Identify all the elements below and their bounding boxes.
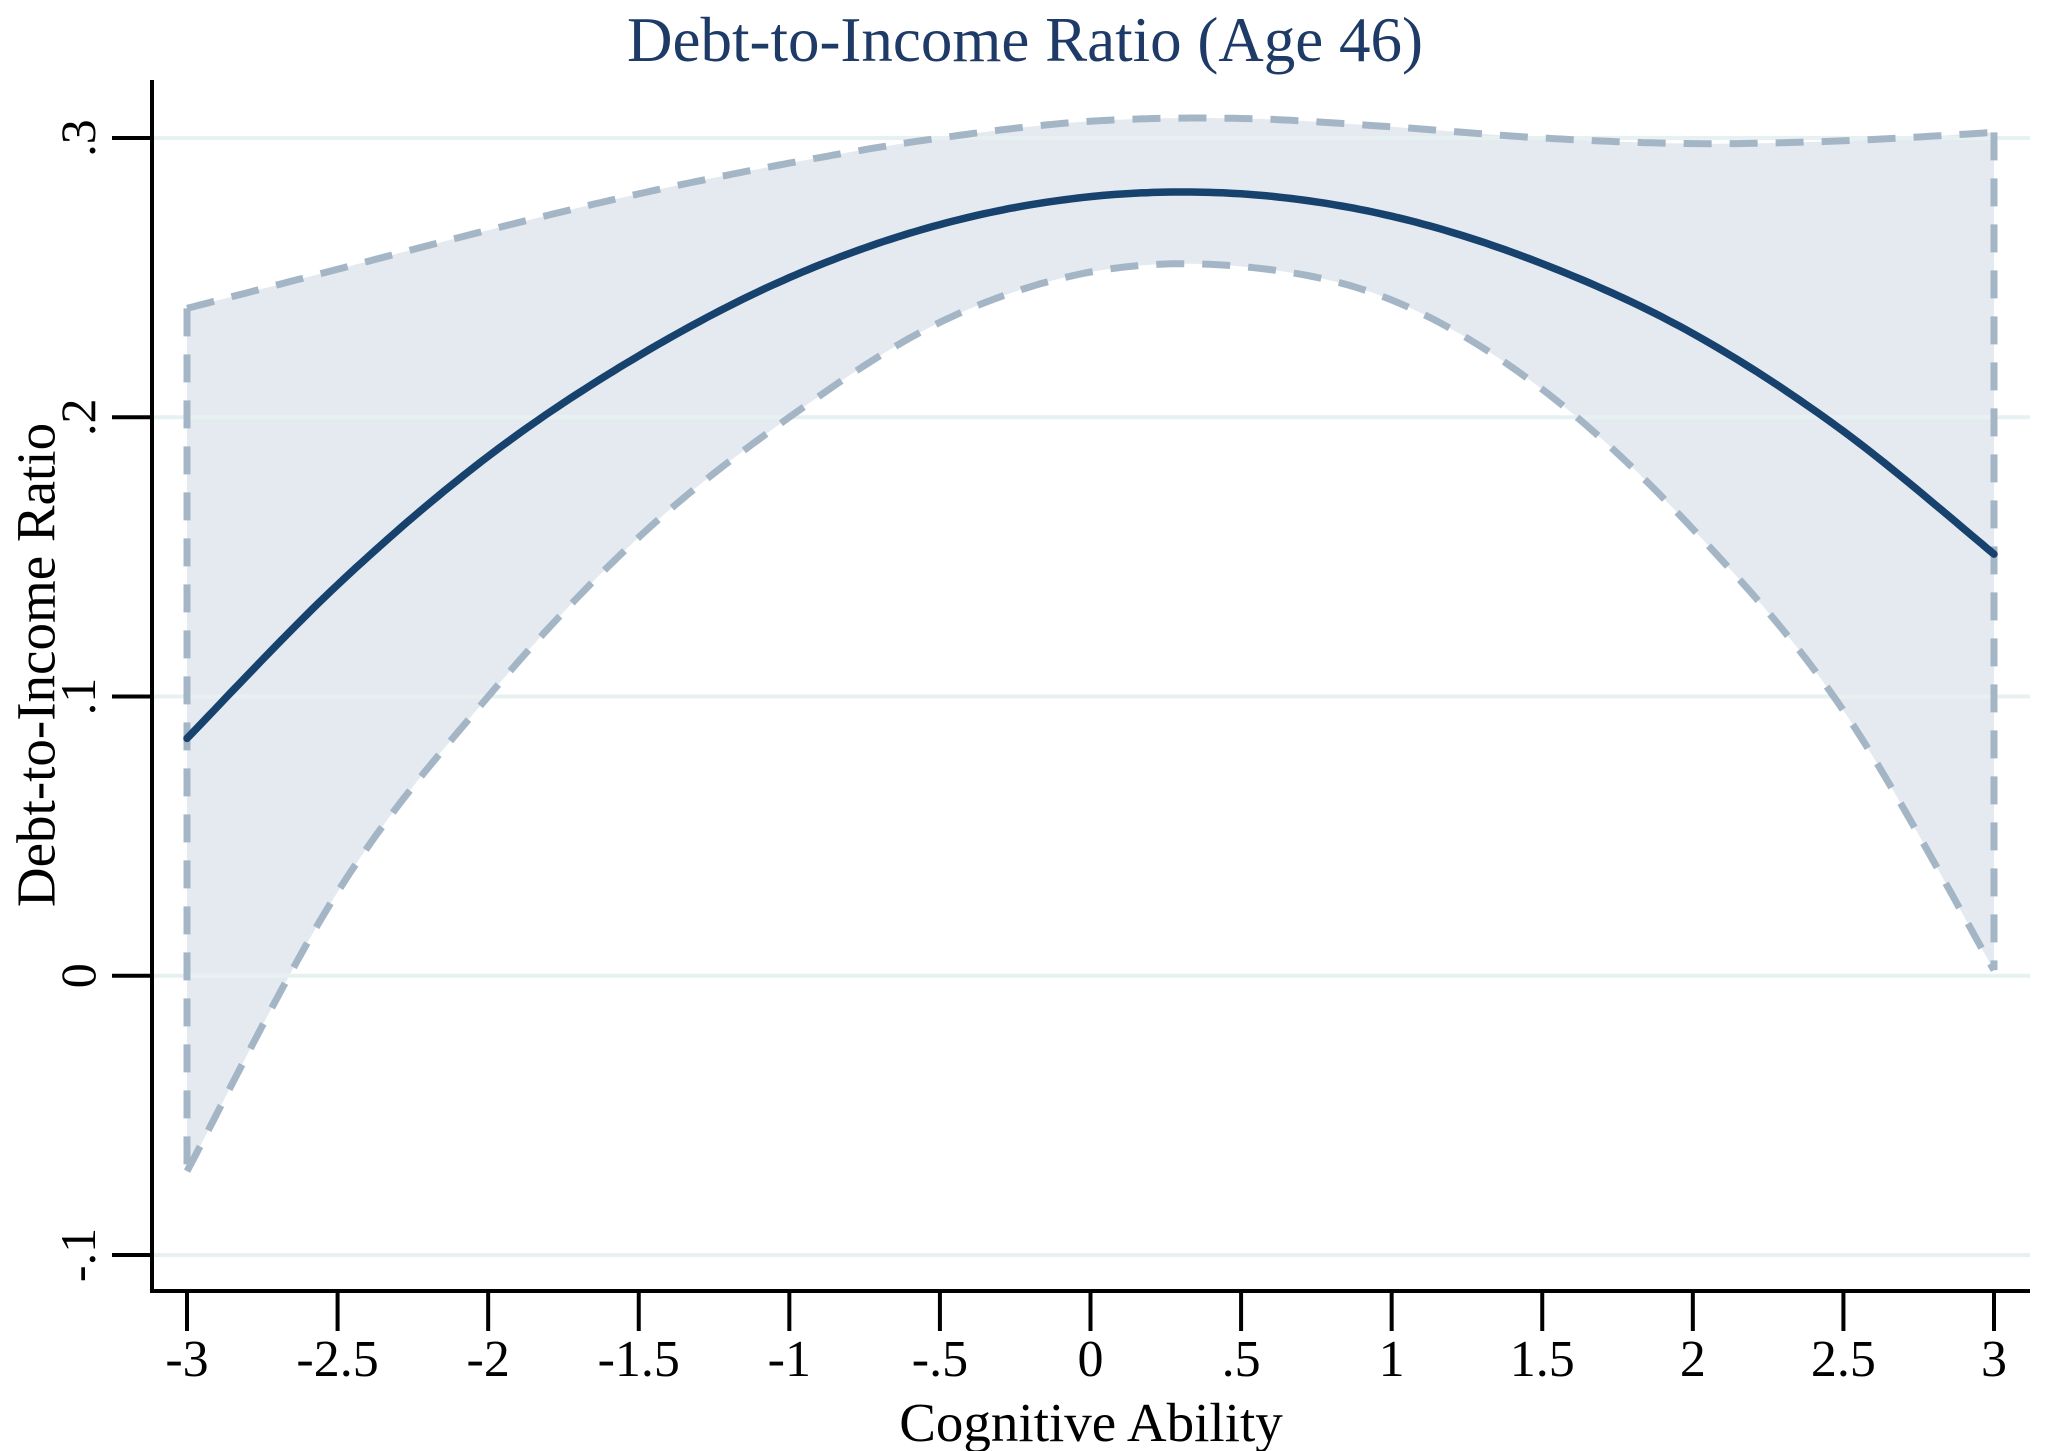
chart-title: Debt-to-Income Ratio (Age 46) (627, 5, 1423, 75)
y-tick-label: 0 (50, 963, 106, 988)
confidence-band (187, 118, 1994, 1172)
fit-line-layer (183, 188, 1998, 743)
x-tick-label: -.5 (912, 1331, 968, 1388)
x-tick-label: -1 (768, 1331, 811, 1388)
axes-layer (112, 80, 2030, 1331)
x-tick-label: .5 (1222, 1331, 1261, 1388)
gridline-layer (152, 136, 2030, 1257)
x-tick-label: -2.5 (296, 1331, 378, 1388)
confidence-band-layer (187, 118, 1994, 1172)
x-tick-label: -1.5 (598, 1331, 680, 1388)
tick-label-layer: -3 -2.5 -2 -1.5 -1 -.5 0 .5 1 1.5 2 2.5 3 .3 .2 .1 0 -.1 (50, 119, 2007, 1388)
ci-lower-dashed-line (183, 260, 1998, 1173)
y-tick-label: .3 (50, 119, 106, 157)
x-tick-label: 3 (1981, 1331, 2007, 1388)
x-tick-label: 0 (1078, 1331, 1104, 1388)
ci-upper-dashed-line (186, 114, 1995, 312)
fitted-line (183, 188, 1998, 743)
y-tick-label: .2 (50, 398, 106, 436)
y-tick-label: .1 (50, 678, 106, 716)
x-tick-label: 2 (1680, 1331, 1706, 1388)
x-tick-label: -2 (467, 1331, 510, 1388)
y-tick-label: -.1 (50, 1228, 106, 1282)
x-tick-label: 2.5 (1811, 1331, 1876, 1388)
x-tick-label: 1 (1379, 1331, 1405, 1388)
x-axis-title: Cognitive Ability (899, 1392, 1283, 1451)
x-tick-label: -3 (165, 1331, 208, 1388)
x-tick-label: 1.5 (1510, 1331, 1575, 1388)
